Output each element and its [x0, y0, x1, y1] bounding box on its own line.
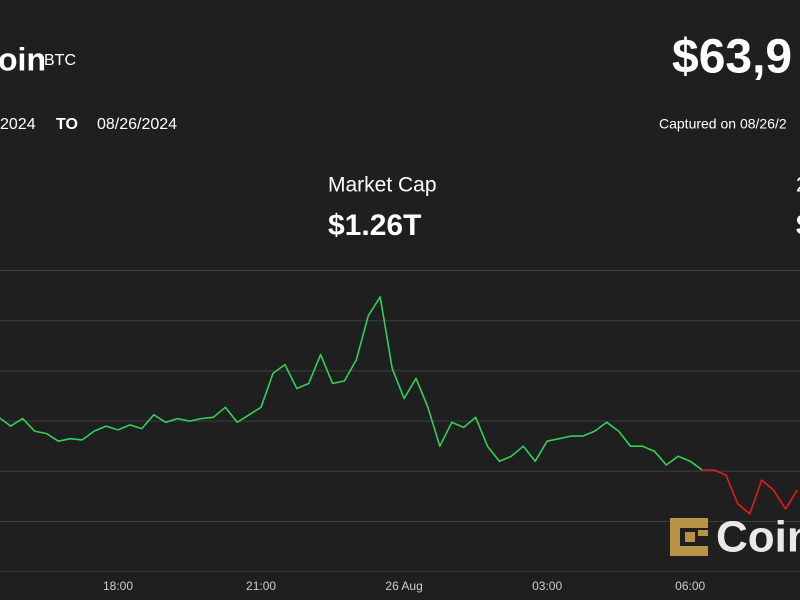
coin-name: oin — [0, 41, 46, 77]
grid: 18:00 21:00 26 Aug 03:00 06:00 — [0, 270, 800, 593]
to-date: 08/26/2024 — [97, 116, 177, 133]
from-date: 2024 — [0, 116, 36, 133]
coin-symbol: BTC — [44, 52, 76, 69]
captured-date: Captured on 08/26/2 — [659, 116, 787, 132]
watermark: Coin — [716, 513, 800, 562]
stat-value: $ — [796, 209, 800, 242]
x-tick-label: 26 Aug — [385, 579, 422, 593]
watermark-logo — [670, 518, 708, 556]
price: $63,9 — [672, 31, 792, 84]
stat-label: Market Cap — [328, 174, 437, 197]
stat-value: $1.26T — [328, 209, 421, 242]
x-tick-label: 18:00 — [103, 579, 133, 593]
plot — [0, 296, 799, 515]
x-tick-label: 06:00 — [675, 579, 705, 593]
x-tick-label: 03:00 — [532, 579, 562, 593]
price-line — [0, 296, 703, 471]
price-line — [702, 469, 799, 515]
stat-label: 2 — [796, 174, 800, 197]
to-label: TO — [56, 116, 78, 133]
x-tick-label: 21:00 — [246, 579, 276, 593]
